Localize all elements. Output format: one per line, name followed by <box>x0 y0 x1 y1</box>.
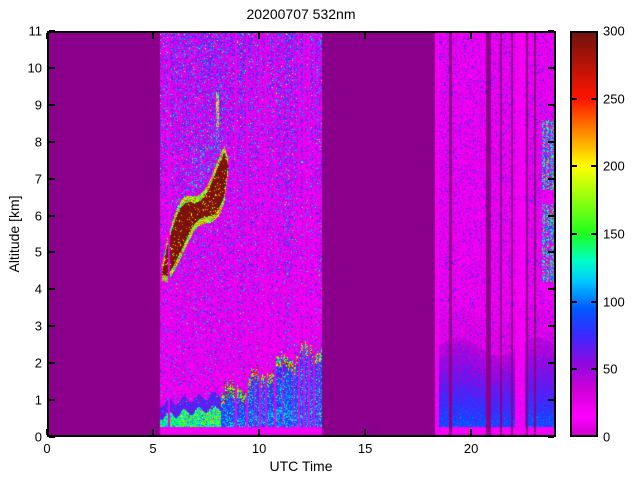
chart-title: 20200707 532nm <box>246 6 356 22</box>
y-tick-mark <box>49 30 55 32</box>
x-tick-mark <box>364 429 367 435</box>
y-tick-mark <box>49 66 55 69</box>
y-tick-label: 5 <box>34 244 42 260</box>
y-tick-mark-right <box>548 325 554 328</box>
y-tick-mark-right <box>548 399 554 402</box>
y-tick-mark <box>49 362 55 365</box>
colorbar-tick-mark <box>572 300 577 303</box>
y-tick-label: 0 <box>34 429 42 445</box>
y-tick-label: 7 <box>34 171 42 187</box>
x-tick-label: 0 <box>43 441 51 456</box>
y-tick-mark-right <box>548 214 554 217</box>
colorbar-tick-label: 0 <box>603 429 611 445</box>
colorbar-tick-mark <box>572 97 577 100</box>
colorbar-tick-mark <box>572 165 577 168</box>
y-tick-label: 11 <box>28 23 43 39</box>
colorbar-tick-mark-right <box>591 165 596 168</box>
y-tick-mark <box>49 399 55 402</box>
y-tick-label: 9 <box>34 97 42 113</box>
x-tick-mark-top <box>470 33 473 39</box>
y-tick-label: 2 <box>34 355 42 371</box>
y-axis-label: Altitude [km] <box>6 195 22 273</box>
y-tick-mark-right <box>548 251 554 254</box>
y-tick-label: 3 <box>34 318 42 334</box>
colorbar-tick-mark-right <box>591 97 596 100</box>
x-tick-mark-top <box>258 33 261 39</box>
y-tick-mark-right <box>548 362 554 365</box>
colorbar-tick-mark-right <box>591 300 596 303</box>
x-tick-mark-top <box>364 33 367 39</box>
y-tick-mark-right <box>548 103 554 106</box>
x-tick-label: 20 <box>463 441 479 456</box>
colorbar-tick-label: 300 <box>603 23 625 39</box>
y-tick-label: 6 <box>34 208 42 224</box>
y-tick-mark <box>49 436 55 438</box>
y-tick-label: 1 <box>34 392 42 408</box>
colorbar-tick-mark-right <box>591 368 596 371</box>
x-tick-mark-top <box>152 33 155 39</box>
colorbar-tick-label: 250 <box>603 91 625 107</box>
y-tick-label: 8 <box>34 134 42 150</box>
colorbar-tick-label: 100 <box>603 294 625 310</box>
x-axis-label: UTC Time <box>269 458 333 474</box>
y-tick-label: 4 <box>34 281 42 297</box>
y-tick-mark <box>49 214 55 217</box>
y-tick-mark-right <box>548 436 554 438</box>
y-tick-mark <box>49 140 55 143</box>
colorbar-tick-mark-right <box>591 233 596 235</box>
y-tick-mark <box>49 177 55 180</box>
y-tick-mark-right <box>548 30 554 32</box>
y-tick-mark <box>49 103 55 106</box>
y-tick-mark-right <box>548 288 554 291</box>
colorbar-tick-mark <box>572 233 577 235</box>
x-tick-mark-top <box>46 33 48 39</box>
y-tick-mark-right <box>548 66 554 69</box>
y-tick-label: 10 <box>27 60 42 76</box>
colorbar-tick-label: 150 <box>603 226 625 242</box>
x-tick-mark <box>470 429 473 435</box>
y-tick-mark <box>49 251 55 254</box>
y-tick-mark-right <box>548 177 554 180</box>
x-tick-label: 10 <box>251 441 267 456</box>
colorbar-tick-label: 200 <box>603 158 625 174</box>
colorbar-tick-mark <box>572 368 577 371</box>
plot-area <box>47 31 556 437</box>
x-tick-label: 5 <box>149 441 157 456</box>
y-tick-mark-right <box>548 140 554 143</box>
y-tick-mark <box>49 325 55 328</box>
heatmap-canvas <box>47 31 556 437</box>
x-tick-mark <box>46 429 48 435</box>
y-tick-mark <box>49 288 55 291</box>
x-tick-mark <box>152 429 155 435</box>
colorbar-tick-label: 50 <box>603 361 618 377</box>
x-tick-mark <box>258 429 261 435</box>
x-tick-label: 15 <box>357 441 373 456</box>
